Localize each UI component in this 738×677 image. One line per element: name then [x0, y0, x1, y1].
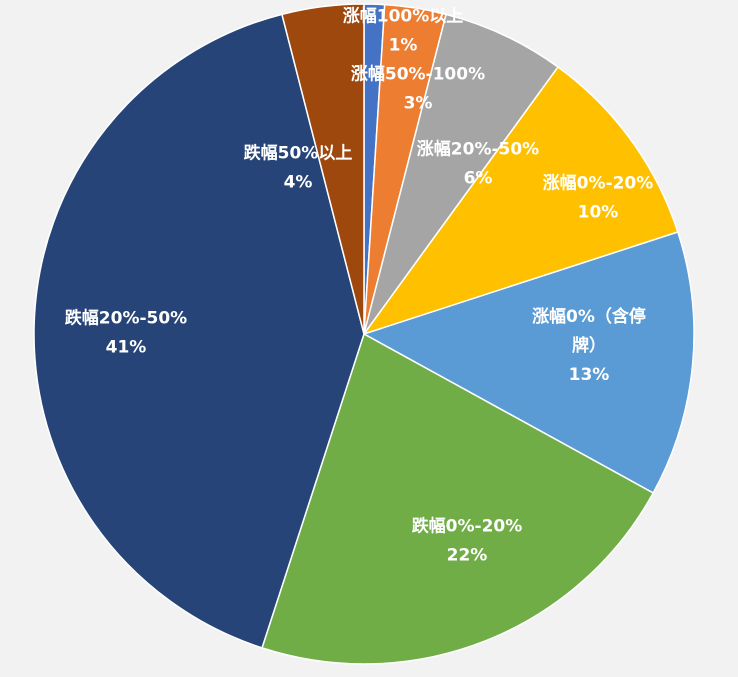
slice-value-label: 4% [284, 173, 313, 193]
slice-label: 涨幅50%-100% 3% [351, 64, 485, 114]
slice-value-label: 1% [389, 36, 418, 56]
slice-label: 涨幅0%-20% 10% [543, 173, 654, 223]
slice-label: 涨幅20%-50% 6% [417, 139, 539, 189]
slice-category-label: 涨幅50%-100% [351, 64, 485, 85]
slice-label: 涨幅0%（含停牌） 13% [532, 306, 646, 385]
slice-category-label: 牌） [572, 335, 606, 356]
pie-slice [261, 332, 655, 665]
slice-category-label: 跌幅50%以上 [244, 143, 353, 164]
slice-label: 涨幅100%以上 1% [343, 6, 464, 56]
slice-category-label: 涨幅100%以上 [343, 6, 464, 27]
slice-value-label: 3% [404, 94, 433, 114]
slice-label: 跌幅50%以上 4% [244, 143, 353, 193]
pie-slices [33, 3, 695, 665]
pie-slice [281, 3, 365, 335]
slice-category-label: 涨幅0%（含停 [532, 306, 646, 327]
slice-value-label: 10% [578, 203, 619, 223]
slice-category-label: 涨幅20%-50% [417, 139, 539, 160]
slice-label: 跌幅20%-50% 41% [65, 308, 187, 358]
pie-slice [362, 65, 679, 336]
pie-slice [33, 13, 365, 649]
slice-value-label: 13% [569, 365, 610, 385]
pie-slice [362, 231, 695, 494]
slice-label: 跌幅0%-20% 22% [412, 516, 523, 566]
slice-category-label: 跌幅0%-20% [412, 516, 523, 537]
pie-labels: 涨幅100%以上 1% 涨幅50%-100% 3% 涨幅20%-50% 6% 涨幅0%-20… [65, 6, 654, 566]
slice-category-label: 涨幅0%-20% [543, 173, 654, 194]
slice-value-label: 22% [447, 546, 488, 566]
slice-value-label: 6% [464, 169, 493, 189]
slice-category-label: 跌幅20%-50% [65, 308, 187, 329]
pie-slice [363, 13, 560, 335]
slice-value-label: 41% [106, 338, 147, 358]
